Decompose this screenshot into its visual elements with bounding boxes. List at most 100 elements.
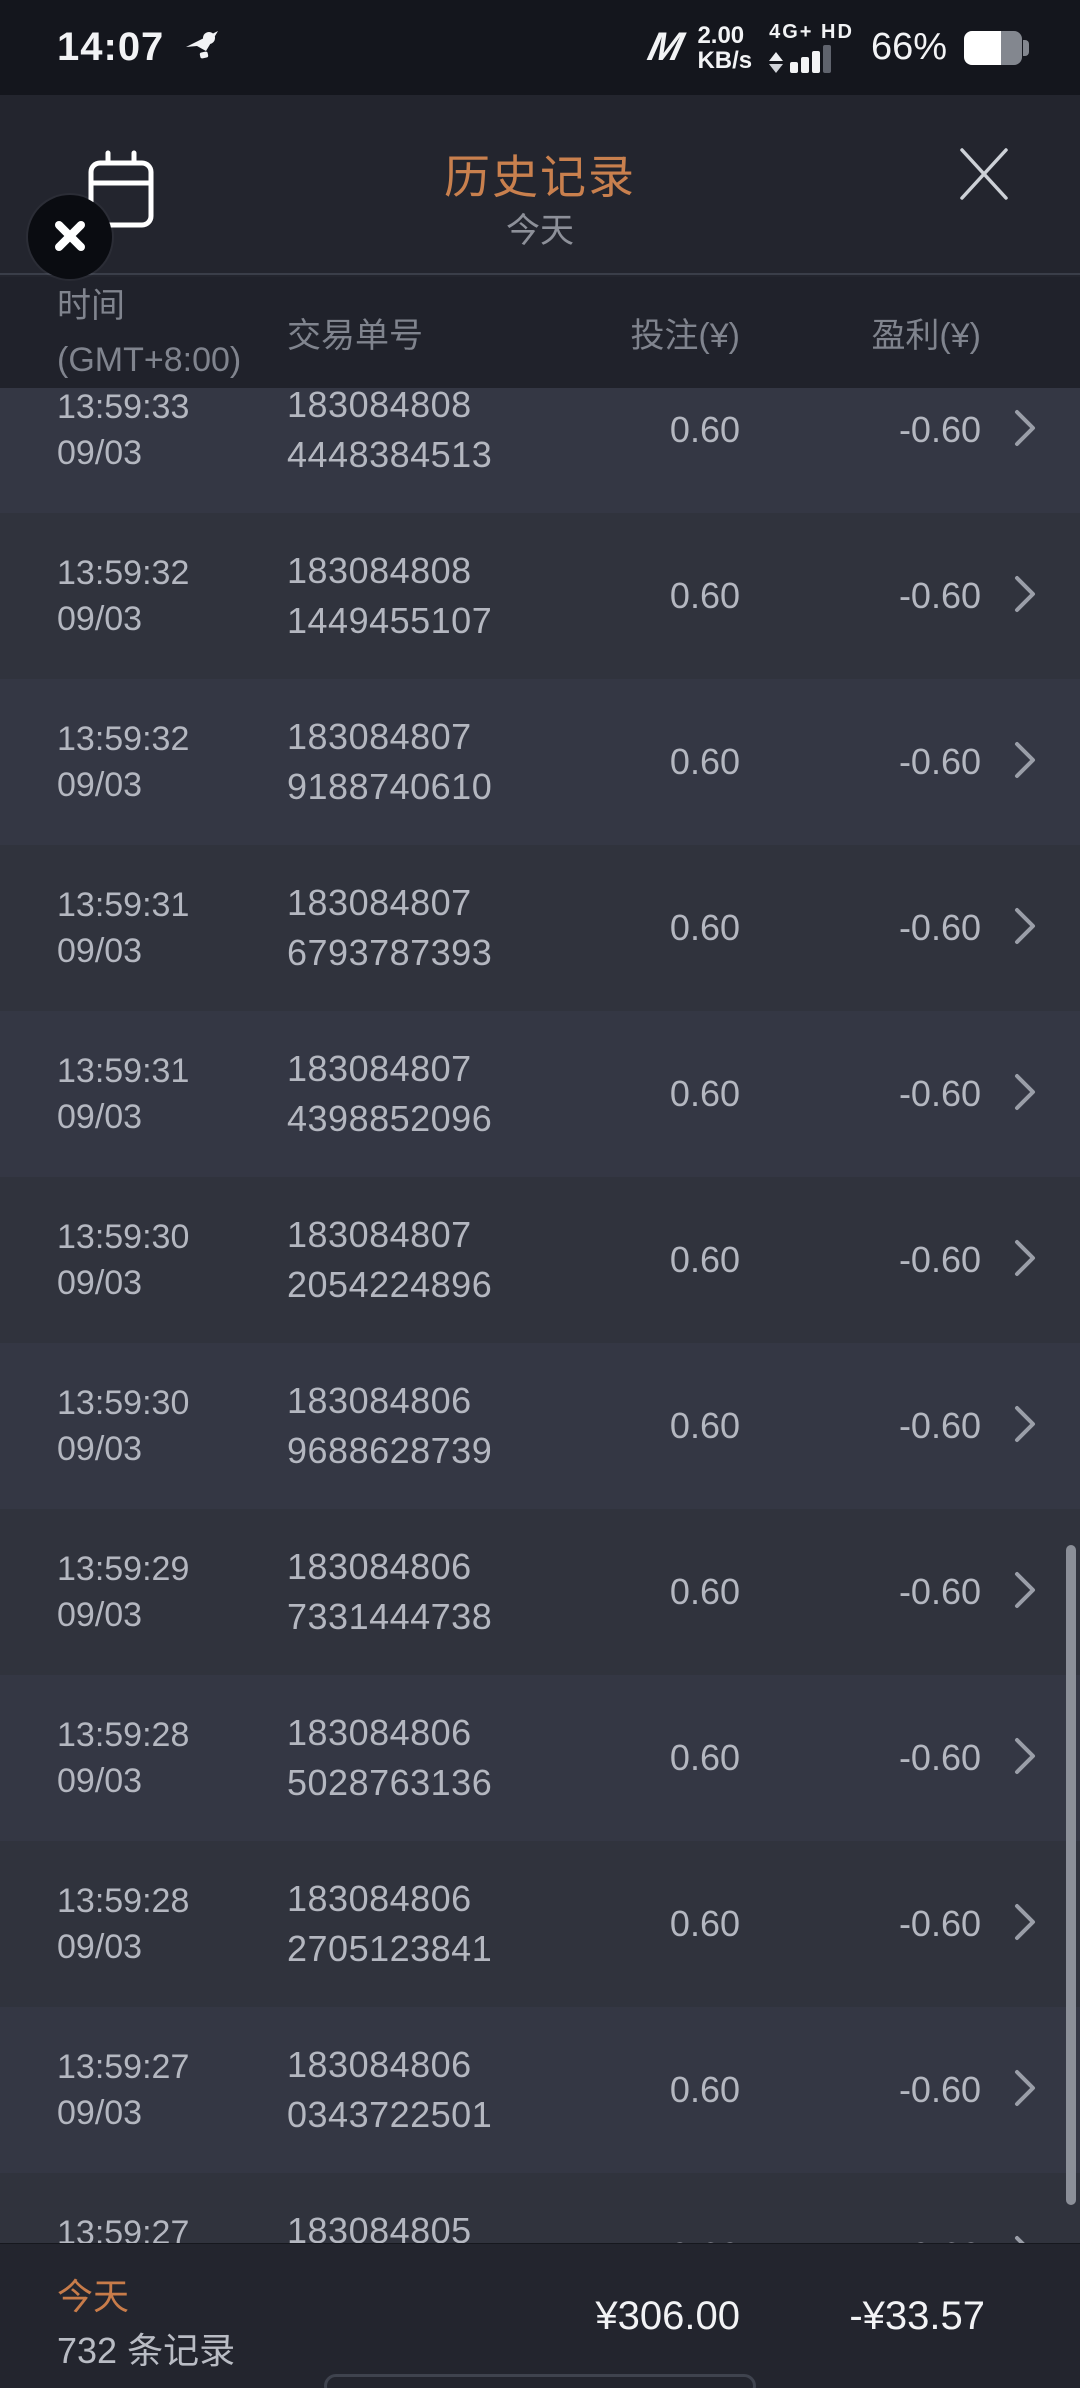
record-transaction-id: 183084808 4448384513 [287, 388, 493, 475]
record-row[interactable]: 13:59:28 09/03 183084806 2705123841 0.60… [0, 1841, 1080, 2007]
summary-total-bet: ¥306.00 [595, 2294, 740, 2338]
records-list: 13:59:33 09/03 183084808 4448384513 0.60… [0, 388, 1080, 2243]
close-icon [954, 147, 1014, 207]
record-time: 13:59:28 09/03 [57, 1882, 190, 1966]
record-time: 13:59:28 09/03 [57, 1716, 190, 1800]
record-profit-amount: -0.60 [898, 1903, 981, 1944]
record-bet-amount: 0.60 [669, 409, 740, 450]
record-time: 13:59:31 09/03 [57, 886, 190, 970]
network-app-logo: M [643, 25, 687, 69]
chevron-right-icon [1013, 1735, 1037, 1782]
record-transaction-id: 183084807 4398852096 [287, 1048, 493, 1139]
record-time: 13:59:32 09/03 [57, 720, 190, 804]
signal-bars-icon [790, 45, 832, 73]
record-transaction-id: 183084805 8204630529 [287, 2210, 472, 2243]
record-time: 13:59:31 09/03 [57, 1052, 190, 1136]
summary-footer: 今天 732 条记录 ¥306.00 -¥33.57 [0, 2243, 1080, 2388]
battery-icon [964, 30, 1029, 65]
chevron-right-icon [1013, 1071, 1037, 1118]
column-header-profit: 盈利(¥) [871, 317, 981, 355]
app-header: 历史记录 今天 [0, 95, 1080, 275]
record-bet-amount: 0.60 [669, 1571, 740, 1612]
close-x-icon [50, 216, 90, 259]
record-profit-amount: -0.60 [898, 1405, 981, 1446]
record-transaction-id: 183084807 2054224896 [287, 1214, 493, 1305]
calendar-icon [84, 150, 158, 236]
record-row[interactable]: 13:59:33 09/03 183084808 4448384513 0.60… [0, 388, 1080, 513]
record-time: 13:59:29 09/03 [57, 1550, 190, 1634]
record-transaction-id: 183084807 6793787393 [287, 882, 493, 973]
close-button[interactable] [952, 143, 1016, 207]
record-transaction-id: 183084806 2705123841 [287, 1878, 493, 1969]
record-bet-amount: 0.60 [669, 1903, 740, 1944]
record-profit-amount: -0.60 [898, 1073, 981, 1114]
record-row[interactable]: 13:59:32 09/03 183084807 9188740610 0.60… [0, 679, 1080, 845]
record-row[interactable]: 13:59:30 09/03 183084806 9688628739 0.60… [0, 1343, 1080, 1509]
record-transaction-id: 183084806 7331444738 [287, 1546, 493, 1637]
floating-close-button[interactable] [28, 195, 112, 279]
status-bar: 14:07 M 2.00 KB/s 4G+ HD [0, 0, 1080, 95]
rocket-icon [182, 25, 224, 70]
record-row[interactable]: 13:59:31 09/03 183084807 4398852096 0.60… [0, 1011, 1080, 1177]
record-bet-amount: 0.60 [669, 741, 740, 782]
chevron-right-icon [1013, 739, 1037, 786]
battery-percent: 66% [870, 26, 947, 68]
record-bet-amount: 0.60 [590, 2235, 740, 2243]
record-time: 13:59:32 09/03 [57, 554, 190, 638]
chevron-right-icon [1013, 1901, 1037, 1948]
chevron-right-icon [1013, 573, 1037, 620]
record-profit-amount: -0.60 [898, 907, 981, 948]
record-transaction-id: 183084807 9188740610 [287, 716, 493, 807]
chevron-right-icon [1013, 407, 1037, 454]
record-row[interactable]: 13:59:27 09/03 183084806 0343722501 0.60… [0, 2007, 1080, 2173]
record-time: 13:59:27 09/03 [57, 2048, 190, 2132]
column-header-bet: 投注(¥) [630, 317, 740, 355]
cellular-status: 4G+ HD [769, 22, 854, 73]
page-title: 历史记录 [444, 151, 636, 203]
record-transaction-id: 183084806 5028763136 [287, 1712, 493, 1803]
data-activity-icon [769, 52, 784, 73]
record-time: 13:59:33 09/03 [57, 388, 190, 472]
network-type-label: 4G+ HD [769, 21, 854, 43]
record-row[interactable]: 13:59:27 09/03 183084805 8204630529 0.60… [0, 2173, 1080, 2243]
record-profit-amount: -0.60 [898, 2069, 981, 2110]
network-speed: 2.00 KB/s [697, 23, 752, 73]
record-time: 13:59:27 09/03 [57, 2214, 190, 2243]
chevron-right-icon [1013, 905, 1037, 952]
record-transaction-id: 183084806 0343722501 [287, 2044, 493, 2135]
record-profit-amount: -0.60 [898, 741, 981, 782]
scrollbar-thumb[interactable] [1066, 1545, 1076, 2205]
summary-day-label: 今天 [57, 2276, 130, 2317]
summary-record-count: 732 条记录 [57, 2330, 236, 2371]
record-bet-amount: 0.60 [669, 1239, 740, 1280]
record-profit-amount: -0.60 [898, 1571, 981, 1612]
record-bet-amount: 0.60 [669, 1405, 740, 1446]
record-row[interactable]: 13:59:31 09/03 183084807 6793787393 0.60… [0, 845, 1080, 1011]
chevron-right-icon [1013, 2233, 1037, 2243]
record-time: 13:59:30 09/03 [57, 1384, 190, 1468]
speed-value: 2.00 [697, 21, 745, 49]
record-profit-amount: -0.60 [898, 575, 981, 616]
record-bet-amount: 0.60 [669, 907, 740, 948]
record-bet-amount: 0.60 [669, 1073, 740, 1114]
home-indicator[interactable] [324, 2374, 756, 2388]
record-row[interactable]: 13:59:30 09/03 183084807 2054224896 0.60… [0, 1177, 1080, 1343]
calendar-button[interactable] [84, 147, 158, 233]
record-row[interactable]: 13:59:32 09/03 183084808 1449455107 0.60… [0, 513, 1080, 679]
chevron-right-icon [1013, 1237, 1037, 1284]
summary-total-profit: -¥33.57 [849, 2294, 985, 2338]
record-profit-amount: -0.60 [898, 1737, 981, 1778]
record-row[interactable]: 13:59:29 09/03 183084806 7331444738 0.60… [0, 1509, 1080, 1675]
record-row[interactable]: 13:59:28 09/03 183084806 5028763136 0.60… [0, 1675, 1080, 1841]
record-profit-amount: -0.60 [898, 409, 981, 450]
record-transaction-id: 183084808 1449455107 [287, 550, 493, 641]
record-bet-amount: 0.60 [669, 2069, 740, 2110]
page-subtitle: 今天 [506, 212, 574, 250]
column-header-transaction: 交易单号 [287, 317, 423, 355]
chevron-right-icon [1013, 1569, 1037, 1616]
chevron-right-icon [1013, 2067, 1037, 2114]
chevron-right-icon [1013, 1403, 1037, 1450]
record-bet-amount: 0.60 [669, 575, 740, 616]
record-bet-amount: 0.60 [669, 1737, 740, 1778]
